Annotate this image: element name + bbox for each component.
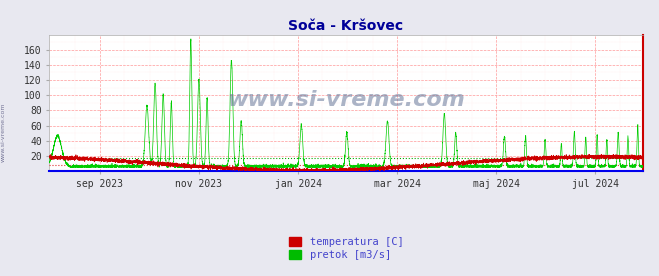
Text: www.si-vreme.com: www.si-vreme.com [227, 90, 465, 110]
Legend: temperatura [C], pretok [m3/s]: temperatura [C], pretok [m3/s] [285, 232, 407, 264]
Title: Soča - Kršovec: Soča - Kršovec [289, 19, 403, 33]
Text: www.si-vreme.com: www.si-vreme.com [1, 103, 6, 162]
